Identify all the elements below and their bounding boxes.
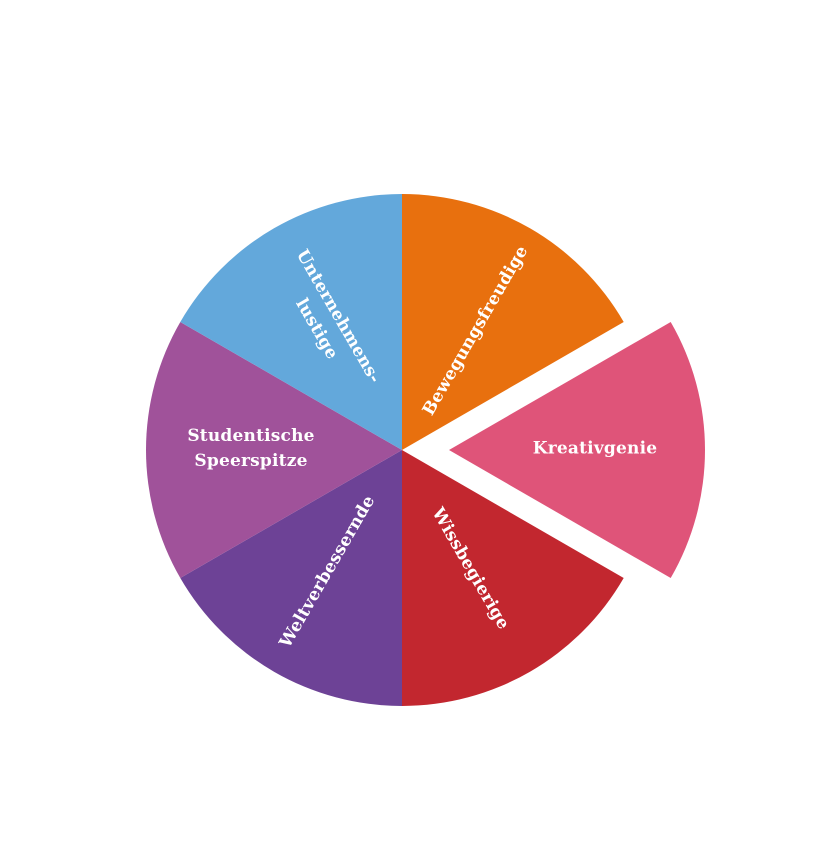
slice-label-studentische-speerspitze: Studentische Speerspitze bbox=[187, 424, 314, 474]
slice-label-text: Kreativgenie bbox=[532, 438, 658, 459]
pie-slice-wissbegierige bbox=[402, 450, 624, 706]
pie-slice-weltverbessernde bbox=[180, 450, 402, 706]
pie-slice-kreativgenie bbox=[449, 322, 705, 578]
pie-slice-studentische-speerspitze bbox=[146, 322, 402, 578]
pie-slice-bewegungsfreudige bbox=[402, 194, 624, 450]
slice-label-text: Speerspitze bbox=[194, 451, 308, 471]
slice-label-kreativgenie: Kreativgenie bbox=[533, 437, 658, 462]
slice-label-text: Studentische bbox=[187, 426, 315, 446]
pie-slice-unternehmens-lustige bbox=[180, 194, 402, 450]
